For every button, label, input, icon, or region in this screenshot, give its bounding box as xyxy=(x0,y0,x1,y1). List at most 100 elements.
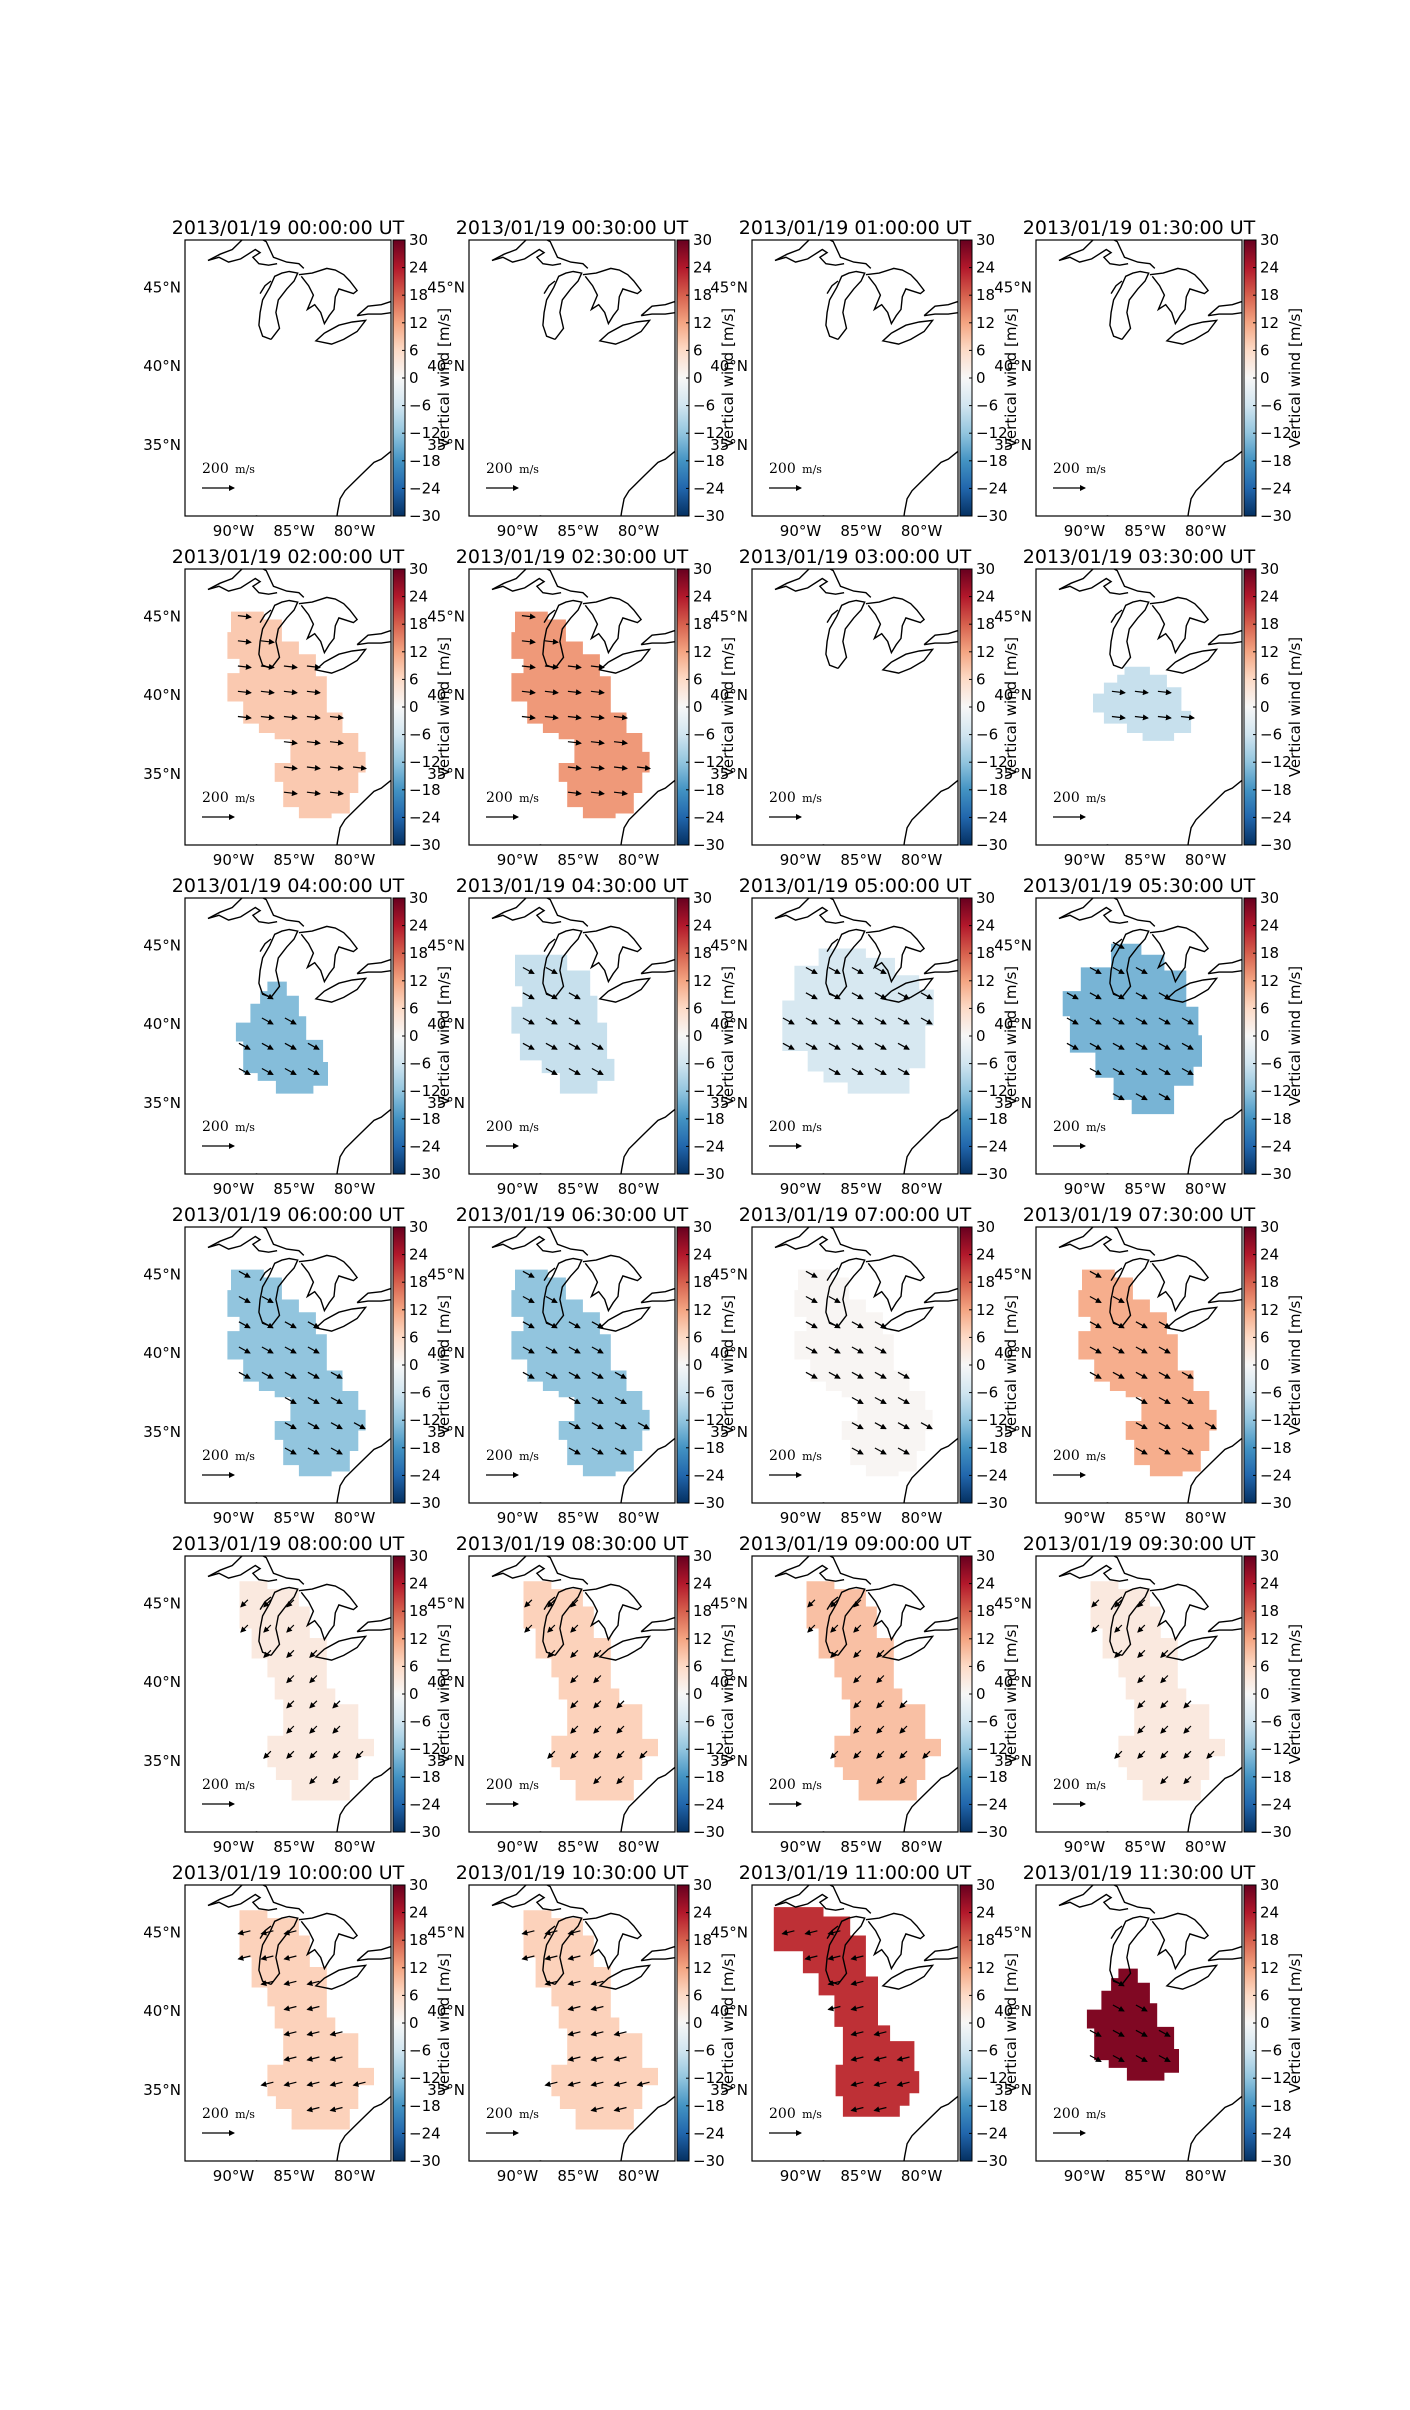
wind-arrow xyxy=(1137,1649,1146,1659)
coastline xyxy=(314,977,368,1003)
x-tick-label: 85°W xyxy=(1124,522,1166,540)
wind-arrow xyxy=(897,1447,910,1455)
coastline xyxy=(825,1257,866,1328)
wind-arrow xyxy=(237,1929,251,1936)
wind-arrow xyxy=(284,1396,297,1405)
map-panel-8: 200 m/s 2013/01/19 03:30:00 UT 90°W 85°W 80°… xyxy=(994,546,1304,869)
colorbar-tick-label: 12 xyxy=(409,1959,428,1977)
coastline xyxy=(865,267,926,326)
wind-arrow xyxy=(920,1422,933,1430)
coastline xyxy=(1110,938,1123,952)
wind-arrow xyxy=(260,689,275,696)
wind-arrow xyxy=(636,764,651,771)
wind-arrow xyxy=(804,1954,818,1961)
y-tick-label: 40°N xyxy=(143,1015,181,1033)
wind-arrow xyxy=(1206,1750,1215,1759)
colorbar-tick-label: −12 xyxy=(693,424,725,442)
colorbar-tick-label: 30 xyxy=(976,889,995,907)
panel-plot-area xyxy=(774,569,958,845)
panel-plot-area xyxy=(774,240,958,516)
wind-arrow xyxy=(1158,1346,1171,1354)
wind-arrow xyxy=(1158,2054,1171,2063)
wind-arrow xyxy=(238,1371,251,1379)
vertical-wind-region xyxy=(523,1910,658,2130)
wind-arrow xyxy=(522,1042,535,1050)
coastline xyxy=(865,1912,926,1971)
colorbar-tick-label: −30 xyxy=(693,507,725,525)
wind-arrow xyxy=(260,1954,274,1961)
wind-arrow xyxy=(828,1295,841,1304)
x-tick-label: 85°W xyxy=(840,1180,882,1198)
y-tick-label: 35°N xyxy=(427,1752,465,1770)
colorbar-tick-label: −6 xyxy=(693,397,715,415)
y-tick-label: 45°N xyxy=(994,607,1032,625)
axes-frame xyxy=(1035,1226,1243,1504)
wind-arrow xyxy=(570,1725,579,1734)
y-tick-label: 35°N xyxy=(710,1094,748,1112)
coastline xyxy=(825,928,866,999)
colorbar-tick-label: 12 xyxy=(1260,1630,1279,1648)
y-tick-label: 35°N xyxy=(710,1752,748,1770)
colorbar-tick-label: −12 xyxy=(409,2069,441,2087)
wind-arrow xyxy=(896,2081,910,2087)
y-tick-label: 35°N xyxy=(427,436,465,454)
wind-arrow xyxy=(286,1700,295,1709)
wind-arrow xyxy=(1181,1422,1194,1430)
coastline xyxy=(1058,240,1156,269)
coastline xyxy=(542,928,583,999)
axes-frame xyxy=(468,1226,676,1504)
coastline xyxy=(865,596,926,655)
y-tick-label: 40°N xyxy=(710,1015,748,1033)
colorbar-tick-label: −6 xyxy=(976,397,998,415)
map-panel-23: 200 m/s 2013/01/19 11:00:00 UT 90°W 85°W 80°… xyxy=(710,1862,1020,2185)
wind-arrow xyxy=(283,689,298,696)
wind-arrow xyxy=(874,1447,887,1455)
coastline xyxy=(1058,248,1129,266)
colorbar-label: Vertical wind [m/s] xyxy=(719,308,737,448)
wind-arrow xyxy=(568,1017,581,1025)
x-tick-label: 80°W xyxy=(901,1180,943,1198)
coastline xyxy=(491,1235,562,1253)
coastline xyxy=(598,648,652,674)
colorbar-tick-label: 30 xyxy=(409,1547,428,1565)
colorbar-tick-label: −6 xyxy=(1260,2042,1282,2060)
wind-arrow xyxy=(896,2055,910,2062)
colorbar-tick-label: −30 xyxy=(693,1494,725,1512)
vector-scale-label: 200 m/s xyxy=(202,1448,255,1464)
wind-arrow xyxy=(570,1599,579,1608)
coastline xyxy=(356,300,391,317)
coastline xyxy=(640,1945,675,1962)
coastline xyxy=(543,1596,556,1610)
y-tick-label: 45°N xyxy=(427,936,465,954)
map-panel-14: 200 m/s 2013/01/19 06:30:00 UT 90°W 85°W 80°… xyxy=(427,1204,737,1527)
wind-arrow xyxy=(613,2055,627,2062)
wind-arrow xyxy=(353,1422,366,1430)
wind-arrow xyxy=(1089,2029,1102,2037)
colorbar-tick-label: 24 xyxy=(693,259,712,277)
vertical-wind-region xyxy=(239,1581,374,1801)
colorbar-tick-label: 0 xyxy=(976,1356,986,1374)
colorbar-tick-label: −6 xyxy=(976,2042,998,2060)
x-tick-label: 90°W xyxy=(780,1509,822,1527)
y-tick-label: 40°N xyxy=(710,1673,748,1691)
coastline xyxy=(259,609,272,623)
colorbar-tick-label: −24 xyxy=(976,1466,1008,1484)
wind-arrow xyxy=(1066,1017,1079,1025)
vector-scale-unit: m/s xyxy=(519,1779,539,1792)
vector-scale-label: 200 m/s xyxy=(1053,461,1106,477)
coastline xyxy=(598,1964,652,1990)
wind-arrow xyxy=(306,714,321,721)
colorbar-tick-label: −12 xyxy=(1260,1411,1292,1429)
wind-arrow xyxy=(1158,1447,1171,1455)
colorbar-tick-label: 0 xyxy=(976,698,986,716)
coastline xyxy=(543,938,556,952)
wind-arrow xyxy=(897,992,910,1000)
x-tick-label: 85°W xyxy=(557,1838,599,1856)
y-tick-label: 40°N xyxy=(427,2002,465,2020)
coastline xyxy=(774,898,872,927)
y-tick-label: 45°N xyxy=(143,1594,181,1612)
colorbar-tick-label: 24 xyxy=(976,259,995,277)
vector-scale-unit: m/s xyxy=(235,1121,255,1134)
coastline xyxy=(598,319,652,345)
vertical-wind-region xyxy=(773,1907,920,2117)
